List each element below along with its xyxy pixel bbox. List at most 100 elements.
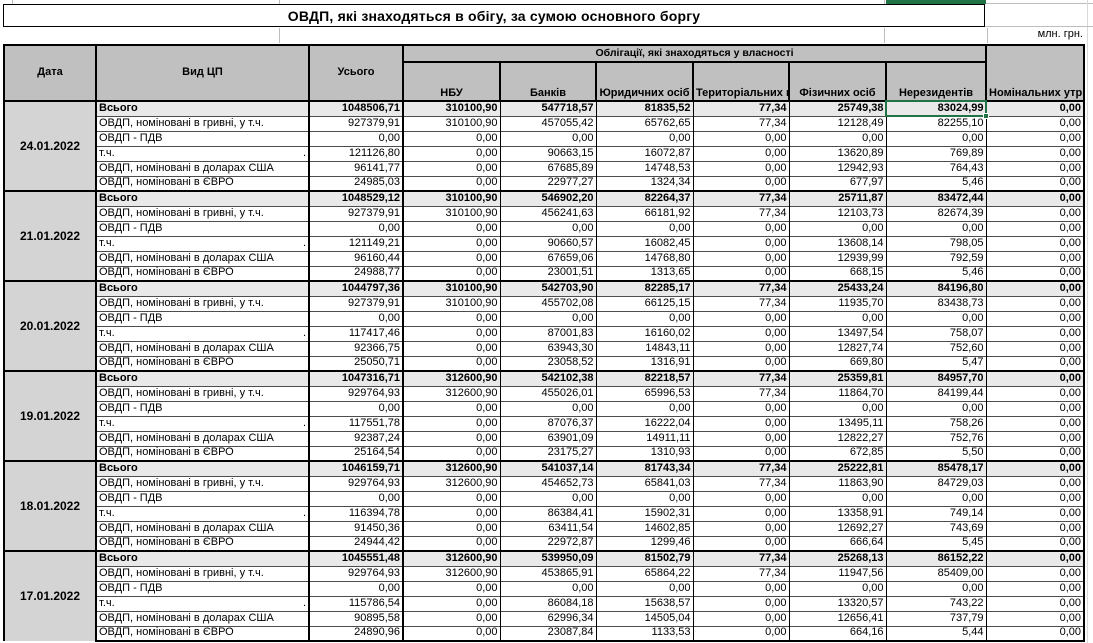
row-label-cell[interactable]: т.ч.. [95,505,309,521]
value-cell[interactable]: 541037,14 [499,460,596,476]
value-cell[interactable]: 0,00 [985,175,1086,191]
value-cell[interactable]: 0,00 [595,130,693,146]
column-header-nbu[interactable]: НБУ [402,61,501,102]
value-cell[interactable]: 0,00 [692,220,789,236]
value-cell[interactable]: 0,00 [985,295,1086,311]
column-header-usogo[interactable]: Усього [308,44,404,102]
value-cell[interactable]: 14768,80 [595,250,693,266]
value-cell[interactable]: 0,00 [402,580,500,596]
column-header-date[interactable]: Дата [3,44,97,102]
value-cell[interactable]: 0,00 [692,490,789,506]
value-cell[interactable]: 455026,01 [499,385,596,401]
value-cell[interactable]: 542102,38 [499,370,596,386]
value-cell[interactable]: 66181,92 [595,205,693,221]
value-cell[interactable]: 13497,54 [788,325,886,341]
value-cell[interactable]: 0,00 [402,325,500,341]
row-label-cell[interactable]: ОВДП, номіновані в ЄВРО [95,445,309,461]
value-cell[interactable]: 758,07 [885,325,987,341]
value-cell[interactable]: 764,43 [885,160,987,176]
value-cell[interactable]: 82674,39 [885,205,987,221]
row-label-cell[interactable]: ОВДП, номіновані в гривні, у т.ч. [95,295,309,311]
value-cell[interactable]: 77,34 [692,280,789,296]
value-cell[interactable]: 0,00 [402,490,500,506]
value-cell[interactable]: 0,00 [985,130,1086,146]
value-cell[interactable]: 0,00 [985,265,1086,281]
row-label-cell[interactable]: ОВДП, номіновані в гривні, у т.ч. [95,385,309,401]
value-cell[interactable]: 84199,44 [885,385,987,401]
value-cell[interactable]: 83024,99 [885,100,987,116]
value-cell[interactable]: 0,00 [308,580,403,596]
value-cell[interactable]: 1133,53 [595,625,693,642]
value-cell[interactable]: 77,34 [692,475,789,491]
value-cell[interactable]: 24985,03 [308,175,403,191]
value-cell[interactable]: 23001,51 [499,265,596,281]
value-cell[interactable]: 0,00 [985,520,1086,536]
value-cell[interactable]: 0,00 [692,505,789,521]
value-cell[interactable]: 13495,11 [788,415,886,431]
value-cell[interactable]: 455702,08 [499,295,596,311]
value-cell[interactable]: 0,00 [692,265,789,281]
value-cell[interactable]: 85478,17 [885,460,987,476]
value-cell[interactable]: 0,00 [985,190,1086,206]
value-cell[interactable]: 0,00 [692,160,789,176]
value-cell[interactable]: 542703,90 [499,280,596,296]
value-cell[interactable]: 666,64 [788,535,886,551]
value-cell[interactable]: 25711,87 [788,190,886,206]
value-cell[interactable]: 96160,44 [308,250,403,266]
value-cell[interactable]: 0,00 [308,310,403,326]
value-cell[interactable]: 0,00 [692,340,789,356]
value-cell[interactable]: 117417,46 [308,325,403,341]
value-cell[interactable]: 769,89 [885,145,987,161]
value-cell[interactable]: 312600,90 [402,370,500,386]
value-cell[interactable]: 82285,17 [595,280,693,296]
value-cell[interactable]: 0,00 [985,100,1086,116]
value-cell[interactable]: 0,00 [402,310,500,326]
value-cell[interactable]: 63943,30 [499,340,596,356]
value-cell[interactable]: 310100,90 [402,205,500,221]
value-cell[interactable]: 0,00 [985,385,1086,401]
value-cell[interactable]: 0,00 [308,130,403,146]
value-cell[interactable]: 0,00 [499,310,596,326]
value-cell[interactable]: 0,00 [692,145,789,161]
value-cell[interactable]: 12822,27 [788,430,886,446]
value-cell[interactable]: 77,34 [692,565,789,581]
value-cell[interactable]: 1324,34 [595,175,693,191]
value-cell[interactable]: 0,00 [402,415,500,431]
value-cell[interactable]: 0,00 [985,280,1086,296]
row-label-cell[interactable]: ОВДП, номіновані в гривні, у т.ч. [95,115,309,131]
value-cell[interactable]: 0,00 [985,205,1086,221]
value-cell[interactable]: 1045551,48 [308,550,403,566]
value-cell[interactable]: 83472,44 [885,190,987,206]
value-cell[interactable]: 929764,93 [308,565,403,581]
value-cell[interactable]: 0,00 [985,370,1086,386]
row-label-cell[interactable]: т.ч.. [95,235,309,251]
group-header-ownership[interactable]: Облігації, які знаходяться у власності [401,44,988,63]
row-label-cell[interactable]: ОВДП, номіновані в ЄВРО [95,265,309,281]
value-cell[interactable]: 0,00 [985,490,1086,506]
value-cell[interactable]: 11935,70 [788,295,886,311]
value-cell[interactable]: 23087,84 [499,625,596,642]
fill-handle[interactable] [983,113,990,119]
value-cell[interactable]: 0,00 [885,490,987,506]
title-cell[interactable]: ОВДП, які знаходяться в обігу, за сумою … [3,4,985,27]
row-label-cell[interactable]: Всього [95,190,309,206]
value-cell[interactable]: 546902,20 [499,190,596,206]
value-cell[interactable]: 5,46 [885,265,987,281]
value-cell[interactable]: 14505,04 [595,610,693,626]
value-cell[interactable]: 0,00 [788,130,886,146]
row-label-cell[interactable]: ОВДП, номіновані в доларах США [95,610,309,626]
value-cell[interactable]: 0,00 [402,445,500,461]
value-cell[interactable]: 0,00 [885,130,987,146]
value-cell[interactable]: 0,00 [692,355,789,371]
value-cell[interactable]: 0,00 [985,235,1086,251]
value-cell[interactable]: 25222,81 [788,460,886,476]
value-cell[interactable]: 65864,22 [595,565,693,581]
value-cell[interactable]: 0,00 [692,415,789,431]
value-cell[interactable]: 92387,24 [308,430,403,446]
value-cell[interactable]: 0,00 [788,310,886,326]
value-cell[interactable]: 65762,65 [595,115,693,131]
value-cell[interactable]: 0,00 [985,580,1086,596]
value-cell[interactable]: 927379,91 [308,115,403,131]
value-cell[interactable]: 0,00 [692,430,789,446]
value-cell[interactable]: 0,00 [985,160,1086,176]
